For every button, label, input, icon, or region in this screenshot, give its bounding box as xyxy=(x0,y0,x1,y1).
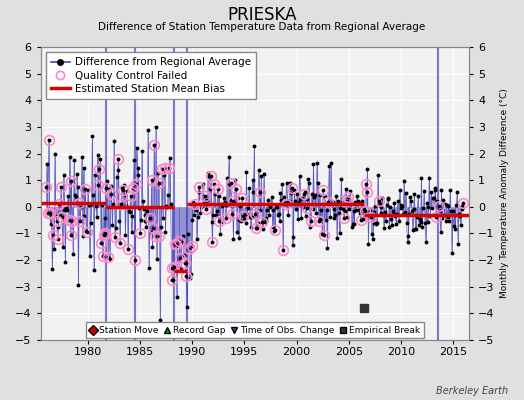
Text: PRIESKA: PRIESKA xyxy=(227,6,297,24)
Text: Berkeley Earth: Berkeley Earth xyxy=(436,386,508,396)
Legend: Station Move, Record Gap, Time of Obs. Change, Empirical Break: Station Move, Record Gap, Time of Obs. C… xyxy=(86,322,424,338)
Text: Difference of Station Temperature Data from Regional Average: Difference of Station Temperature Data f… xyxy=(99,22,425,32)
Y-axis label: Monthly Temperature Anomaly Difference (°C): Monthly Temperature Anomaly Difference (… xyxy=(500,89,509,298)
